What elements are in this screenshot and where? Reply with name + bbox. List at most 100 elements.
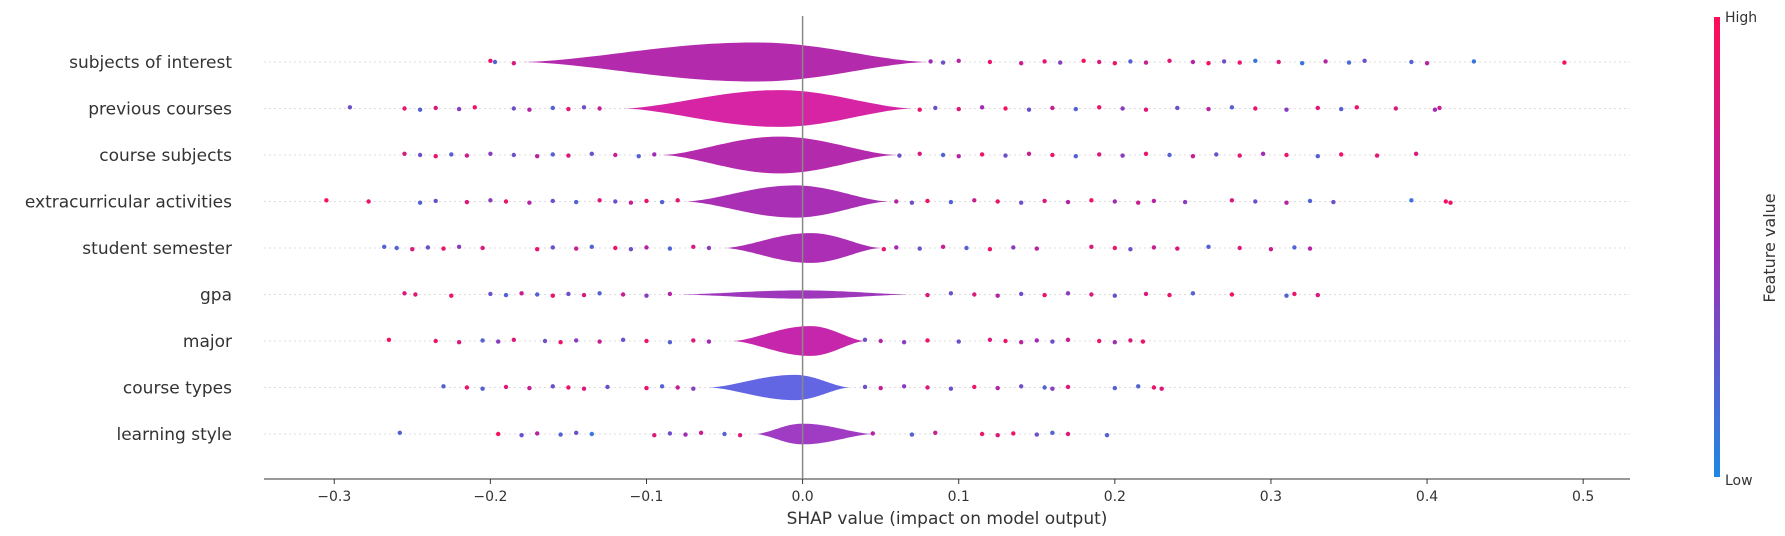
shap-point: [1089, 244, 1094, 249]
violin-body: [623, 90, 912, 127]
shap-point: [1315, 105, 1321, 111]
feature-label: student semester: [82, 239, 232, 259]
x-tick-label: 0.2: [1104, 489, 1126, 505]
shap-point: [597, 106, 602, 111]
shap-point: [574, 246, 579, 251]
x-tick-label: 0.4: [1416, 489, 1438, 505]
shap-point: [979, 431, 985, 437]
shap-point: [1128, 338, 1133, 343]
shap-point: [511, 152, 516, 158]
shap-point: [492, 59, 498, 65]
shap-point: [1058, 60, 1063, 65]
shap-point: [1190, 59, 1196, 65]
shap-point: [683, 432, 688, 437]
shap-point: [878, 338, 883, 344]
feature-row: student semester: [82, 233, 1630, 263]
shap-point: [1393, 106, 1399, 111]
shap-point: [1042, 292, 1047, 298]
shap-point: [394, 245, 399, 251]
shap-point: [675, 198, 680, 203]
shap-point: [917, 246, 922, 251]
shap-point: [480, 338, 485, 343]
shap-point: [1292, 245, 1297, 250]
shap-point: [397, 430, 402, 435]
shap-point: [613, 199, 618, 204]
shap-point: [410, 247, 415, 252]
shap-point: [503, 292, 509, 298]
shap-point: [644, 338, 649, 344]
shap-point: [1011, 245, 1016, 250]
shap-point: [1065, 291, 1071, 296]
feature-row: course types: [123, 374, 1630, 401]
shap-point: [1175, 105, 1180, 111]
shap-point: [535, 154, 540, 159]
shap-point: [667, 291, 673, 297]
shap-point: [1128, 247, 1133, 252]
feature-row: gpa: [200, 286, 1630, 306]
shap-point: [1339, 152, 1344, 157]
shap-point: [933, 105, 938, 111]
shap-point: [581, 386, 587, 391]
shap-point: [1432, 107, 1438, 112]
shap-point: [964, 245, 969, 251]
shap-point: [503, 199, 509, 204]
shap-point: [667, 431, 673, 436]
shap-point: [535, 247, 540, 252]
shap-point: [1034, 246, 1040, 251]
shap-point: [1050, 386, 1055, 391]
shap-point: [1073, 154, 1079, 159]
shap-point: [1097, 338, 1102, 344]
shap-point: [464, 385, 470, 390]
shap-point: [1097, 105, 1102, 110]
shap-point: [995, 199, 1000, 204]
shap-point: [1042, 59, 1047, 64]
shap-point: [1065, 199, 1071, 205]
shap-point: [1034, 338, 1040, 343]
colorbar: High Low Feature value: [1714, 10, 1779, 489]
shap-point: [496, 339, 501, 344]
shap-point: [527, 200, 532, 205]
shap-point: [1362, 58, 1367, 63]
shap-point: [995, 293, 1000, 298]
shap-point: [1167, 58, 1172, 63]
shap-point: [433, 154, 438, 159]
feature-label: extracurricular activities: [25, 193, 232, 213]
shap-point: [1175, 246, 1180, 251]
shap-point: [1034, 432, 1040, 437]
shap-point: [488, 198, 493, 203]
shap-point: [1143, 60, 1149, 65]
x-tick-label: 0.5: [1572, 489, 1594, 505]
shap-point: [933, 430, 938, 435]
shap-point: [1268, 247, 1274, 252]
shap-point: [972, 384, 977, 390]
shap-point: [1237, 60, 1242, 65]
shap-point: [1190, 291, 1196, 296]
shap-point: [956, 339, 961, 344]
shap-point: [925, 385, 930, 390]
shap-point: [1206, 61, 1211, 66]
shap-point: [1253, 199, 1258, 204]
shap-point: [1471, 59, 1477, 64]
x-tick-label: 0.1: [948, 489, 970, 505]
shap-point: [948, 199, 954, 205]
violin-body: [677, 290, 912, 299]
shap-point: [574, 199, 579, 205]
shap-point: [667, 340, 673, 345]
shap-point: [870, 431, 875, 436]
feature-row: extracurricular activities: [25, 185, 1630, 218]
feature-label: subjects of interest: [69, 53, 232, 73]
shap-point: [972, 292, 977, 297]
shap-point: [433, 105, 438, 111]
shap-point: [402, 151, 407, 156]
shap-point: [464, 153, 470, 158]
shap-point: [550, 152, 555, 157]
shap-point: [979, 105, 985, 110]
shap-point: [464, 199, 470, 205]
shap-point: [1019, 200, 1024, 205]
shap-point: [1112, 293, 1118, 298]
shap-point: [995, 433, 1000, 438]
shap-point: [956, 106, 961, 112]
shap-point: [558, 340, 563, 345]
shap-point: [644, 385, 649, 391]
violin-body: [662, 136, 897, 174]
